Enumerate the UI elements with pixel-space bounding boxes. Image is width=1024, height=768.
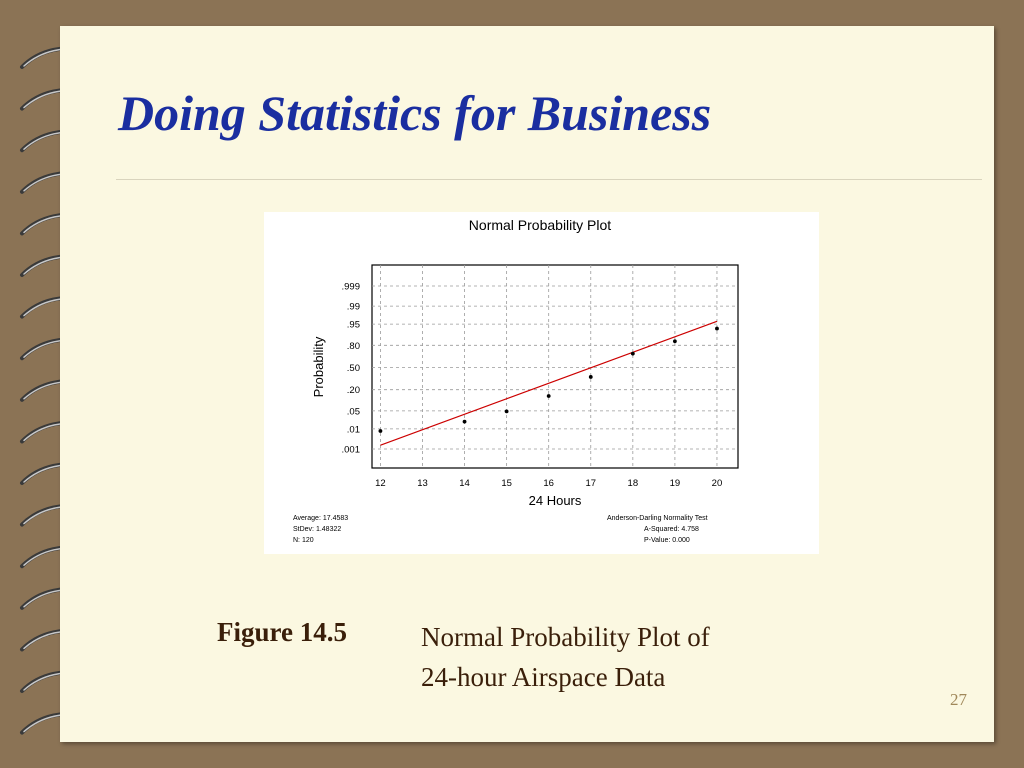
y-tick-label: .50	[347, 363, 360, 374]
stats-average: Average: 17.4583	[293, 515, 348, 522]
x-tick-label: 20	[712, 478, 723, 489]
x-tick-label: 15	[501, 478, 512, 489]
y-tick-label: .01	[347, 424, 360, 435]
chart-panel: Normal Probability Plot .999 .99 .95 .80 .50…	[264, 212, 819, 554]
figure-caption-line1: Normal Probability Plot of	[421, 622, 710, 652]
fit-line	[380, 320, 718, 446]
y-axis-label: Probability	[311, 336, 326, 397]
y-tick-label: .80	[347, 341, 360, 352]
data-point	[378, 429, 383, 433]
x-tick-labels: 12 13 14 15 16 17 18 19 20	[375, 478, 722, 489]
x-tick-label: 12	[375, 478, 386, 489]
chart-title: Normal Probability Plot	[469, 217, 611, 233]
data-point	[504, 409, 509, 414]
data-point	[672, 339, 677, 344]
stats-stdev: StDev: 1.48322	[293, 526, 341, 533]
stats-left: Average: 17.4583 StDev: 1.48322 N: 120	[293, 515, 348, 544]
y-tick-label: .05	[347, 406, 360, 417]
normal-probability-plot: Normal Probability Plot .999 .99 .95 .80 .50…	[293, 217, 739, 544]
x-tick-label: 13	[417, 478, 428, 489]
title-divider	[116, 179, 982, 180]
x-tick-label: 19	[670, 478, 681, 489]
plot-frame	[371, 264, 739, 469]
stats-n: N: 120	[293, 537, 314, 544]
x-tick-label: 14	[459, 478, 470, 489]
x-tick-label: 17	[585, 478, 596, 489]
a-squared: A-Squared: 4.758	[644, 526, 699, 533]
figure-caption: Normal Probability Plot of 24-hour Airsp…	[421, 617, 710, 697]
y-tick-label: .95	[347, 320, 360, 331]
figure-label: Figure 14.5	[217, 617, 347, 647]
slide-title: Doing Statistics for Business	[118, 85, 712, 141]
slide-number: 27	[950, 690, 967, 709]
x-tick-label: 16	[543, 478, 554, 489]
y-tick-label: .999	[342, 282, 361, 293]
data-point	[546, 394, 551, 398]
fit-line-layer	[380, 320, 718, 446]
y-tick-label: .20	[347, 385, 360, 396]
grid-lines	[372, 265, 738, 468]
y-tick-label: .001	[342, 445, 361, 456]
y-tick-labels: .999 .99 .95 .80 .50 .20 .05 .01 .001	[342, 282, 361, 456]
y-tick-label: .99	[347, 302, 360, 313]
data-point	[588, 375, 593, 379]
data-point	[715, 326, 719, 331]
data-points	[378, 326, 719, 433]
data-point	[630, 351, 635, 356]
figure-caption-line2: 24-hour Airspace Data	[421, 662, 666, 692]
data-point	[462, 419, 467, 424]
x-axis-label: 24 Hours	[529, 493, 582, 508]
normality-test-title: Anderson-Darling Normality Test	[607, 515, 708, 522]
x-tick-label: 18	[628, 478, 639, 489]
p-value: P-Value: 0.000	[644, 537, 690, 544]
stats-right: Anderson-Darling Normality Test A-Square…	[607, 515, 708, 544]
